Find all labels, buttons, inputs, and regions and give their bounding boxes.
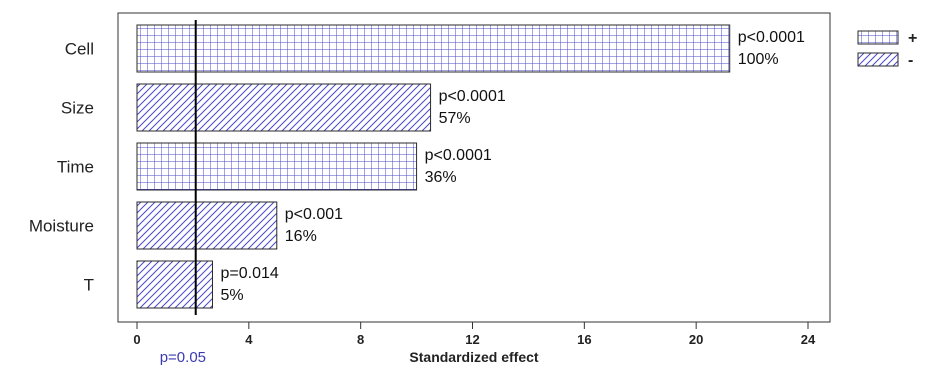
bar-cell (136, 24, 731, 73)
x-tick-label: 16 (577, 332, 591, 347)
bar-moisture (136, 201, 278, 250)
p-value-label: p=0.014 (220, 265, 278, 282)
category-label: Time (57, 158, 94, 177)
bar-size (136, 83, 432, 132)
x-tick-label: 12 (465, 332, 479, 347)
percent-label: 100% (738, 51, 779, 68)
category-label: Cell (65, 40, 94, 59)
x-tick-label: 8 (357, 332, 364, 347)
reference-line-label: p=0.05 (160, 349, 206, 366)
bar-t (136, 260, 213, 309)
percent-label: 16% (285, 228, 317, 245)
legend: +- (857, 30, 917, 69)
category-label: Size (61, 99, 94, 118)
legend-label: + (908, 30, 917, 47)
x-axis-title: Standardized effect (409, 349, 538, 365)
percent-label: 57% (439, 110, 471, 127)
bars-layer (136, 24, 731, 309)
category-label: Moisture (29, 217, 94, 236)
x-tick-label: 0 (133, 332, 140, 347)
bar-annotations: p<0.0001 100% p<0.0001 57% p<0.0001 36% p<0.00… (220, 29, 805, 304)
x-tick-label: 4 (245, 332, 253, 347)
x-axis: 0 4 8 12 16 20 24 (133, 321, 816, 347)
legend-swatch (857, 30, 899, 45)
x-tick-label: 24 (801, 332, 816, 347)
legend-swatch (857, 52, 899, 67)
p-value-label: p<0.001 (285, 206, 343, 223)
category-label: T (84, 276, 94, 295)
category-labels: Cell Size Time Moisture T (29, 40, 94, 295)
p-value-label: p<0.0001 (439, 88, 506, 105)
legend-label: - (908, 52, 913, 69)
percent-label: 5% (220, 287, 243, 304)
p-value-label: p<0.0001 (738, 29, 805, 46)
percent-label: 36% (425, 169, 457, 186)
p-value-label: p<0.0001 (425, 147, 492, 164)
bar-time (136, 142, 418, 191)
x-tick-label: 20 (689, 332, 703, 347)
